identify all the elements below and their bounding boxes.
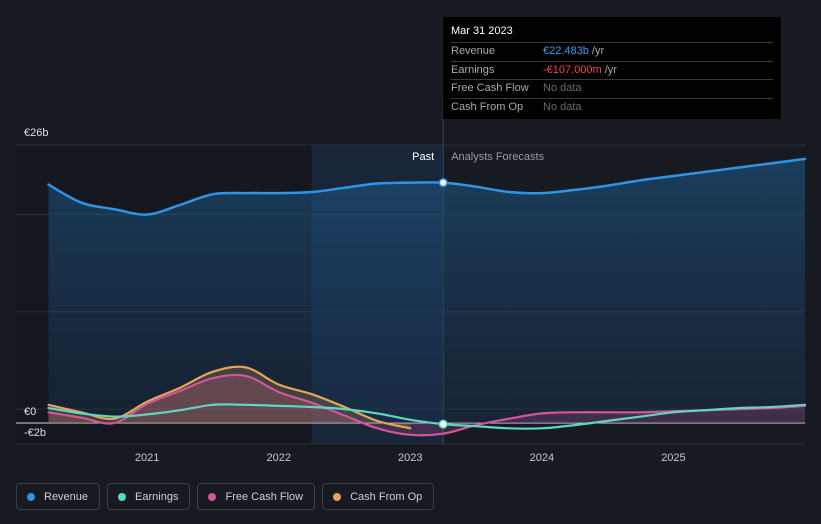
x-tick-label: 2021 bbox=[135, 452, 159, 464]
tooltip-row-earnings: Earnings -€107.000m /yr bbox=[451, 60, 773, 80]
tooltip-row-free-cash-flow: Free Cash Flow No data bbox=[451, 79, 773, 98]
forecast-label: Analysts Forecasts bbox=[451, 151, 544, 163]
cash-from-op-dot-icon bbox=[333, 492, 342, 501]
tooltip-value: No data bbox=[543, 100, 582, 113]
earnings-marker bbox=[438, 419, 448, 429]
tooltip-label: Cash From Op bbox=[451, 100, 524, 113]
y-axis-zero-label: €0 bbox=[24, 406, 36, 418]
past-label: Past bbox=[412, 151, 434, 163]
tooltip-date: Mar 31 2023 bbox=[451, 25, 513, 37]
tooltip-unit: /yr bbox=[604, 63, 617, 76]
chart-legend: Revenue Earnings Free Cash Flow Cash Fro… bbox=[16, 483, 441, 510]
tooltip-value: No data bbox=[543, 82, 582, 94]
tooltip-unit: /yr bbox=[591, 45, 605, 57]
cash-from-op-line bbox=[47, 365, 412, 430]
revenue-area bbox=[48, 158, 805, 423]
tooltip-value: €22.483b bbox=[543, 45, 589, 57]
tooltip-row-revenue: Revenue €22.483b /yr bbox=[451, 42, 773, 61]
legend-label: Earnings bbox=[135, 490, 179, 503]
legend-item-revenue[interactable]: Revenue bbox=[16, 483, 101, 510]
earnings-dot-icon bbox=[118, 492, 127, 501]
tooltip-label: Free Cash Flow bbox=[451, 82, 529, 94]
legend-label: Revenue bbox=[44, 490, 89, 503]
legend-label: Free Cash Flow bbox=[225, 490, 304, 503]
earnings-line bbox=[47, 403, 807, 430]
legend-label: Cash From Op bbox=[350, 490, 423, 503]
legend-item-cash-from-op[interactable]: Cash From Op bbox=[322, 483, 435, 510]
tooltip-label: Revenue bbox=[451, 45, 496, 57]
tooltip-value: -€107.000m bbox=[543, 63, 602, 76]
x-tick-label: 2023 bbox=[398, 452, 422, 464]
revenue-dot-icon bbox=[27, 492, 35, 501]
tooltip-row-cash-from-op: Cash From Op No data bbox=[451, 97, 773, 117]
x-tick-label: 2025 bbox=[661, 452, 685, 464]
cash-from-op-area bbox=[48, 366, 411, 429]
legend-item-earnings[interactable]: Earnings bbox=[107, 483, 191, 510]
y-axis-bottom-label: -€2b bbox=[24, 427, 46, 439]
revenue-marker bbox=[438, 178, 448, 188]
x-tick-label: 2024 bbox=[530, 452, 554, 464]
free-cash-flow-dot-icon bbox=[208, 492, 217, 501]
legend-item-free-cash-flow[interactable]: Free Cash Flow bbox=[197, 483, 316, 510]
revenue-line bbox=[47, 157, 807, 216]
tooltip-label: Earnings bbox=[451, 63, 495, 76]
y-axis-top-label: €26b bbox=[24, 127, 48, 139]
data-tooltip: Mar 31 2023 Revenue €22.483b /yr Earning… bbox=[443, 17, 781, 119]
x-tick-label: 2022 bbox=[266, 452, 290, 464]
